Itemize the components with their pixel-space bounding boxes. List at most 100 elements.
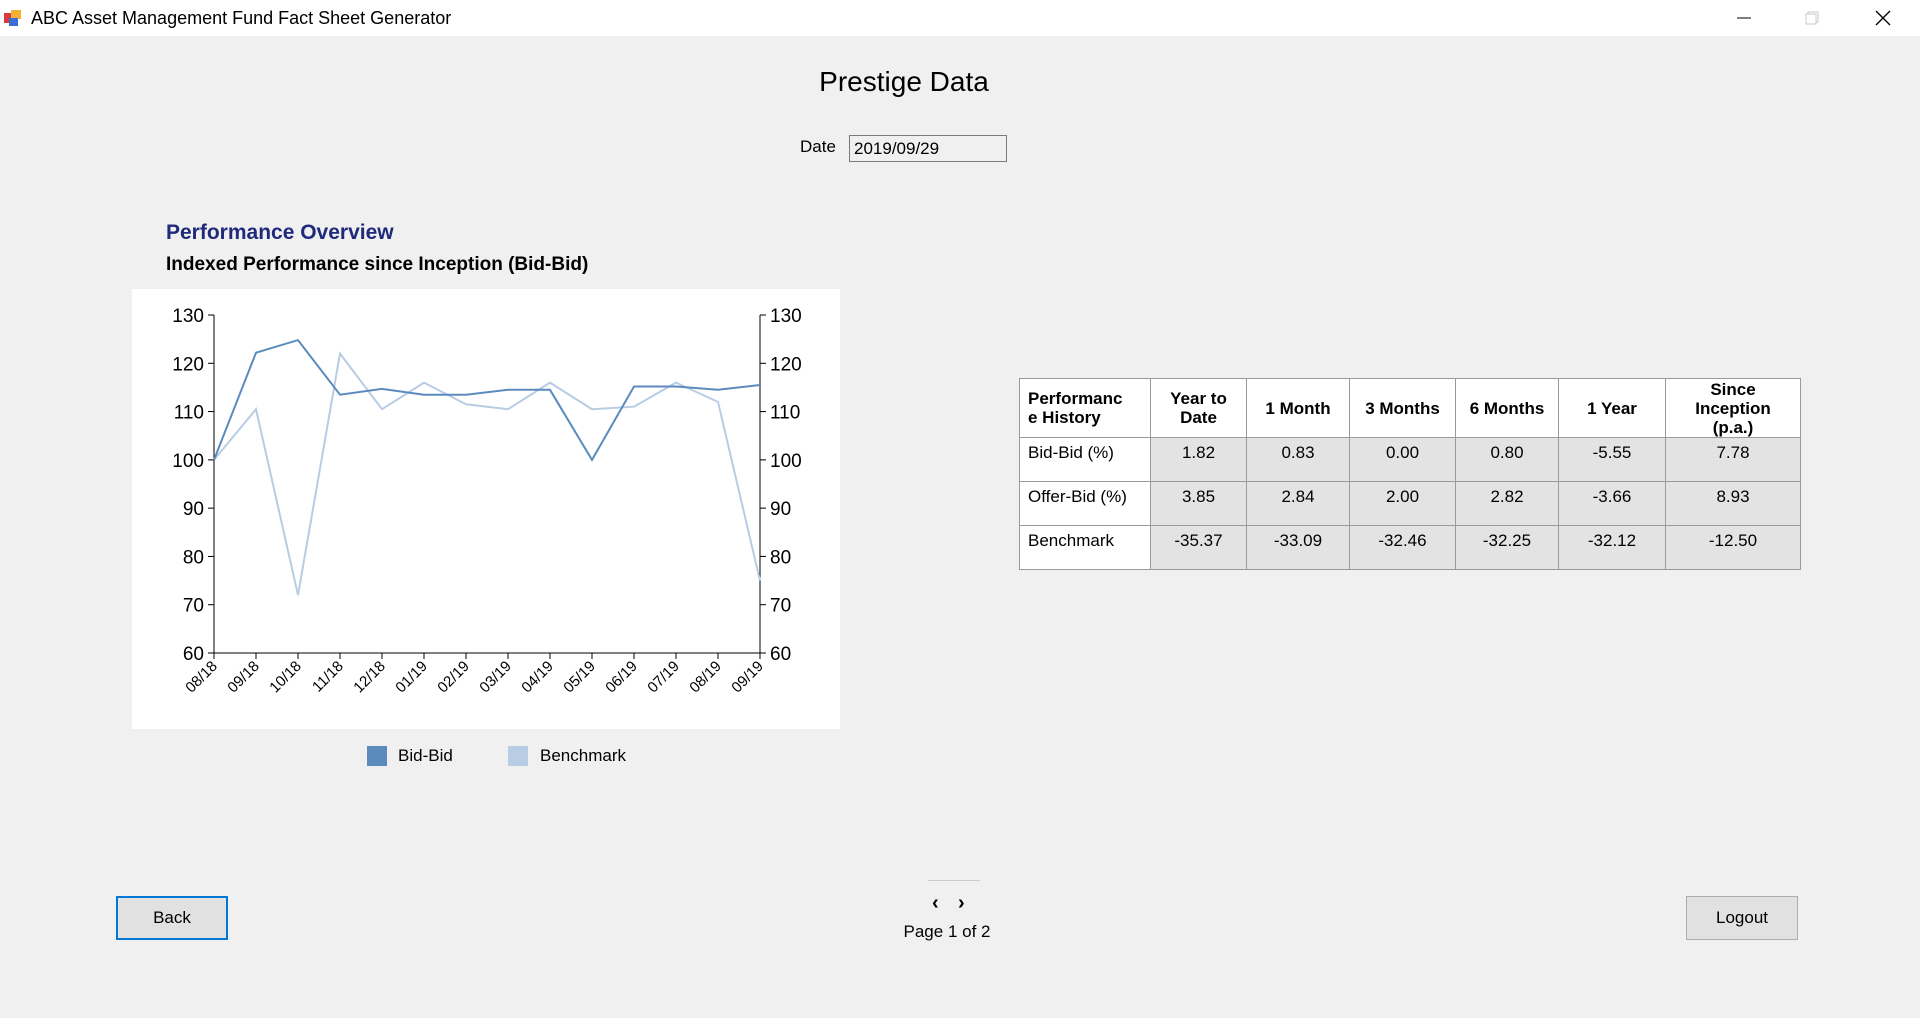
- performance-heading: Performance Overview: [166, 221, 394, 244]
- y-tick-label-right: 90: [770, 499, 791, 520]
- table-cell: -32.12: [1558, 525, 1666, 570]
- table-cell: 8.93: [1665, 481, 1801, 526]
- y-tick-label-right: 120: [770, 354, 802, 375]
- table-header-5: 6 Months: [1455, 378, 1559, 438]
- header-line: 1 Month: [1265, 398, 1331, 418]
- table-cell: 0.80: [1455, 437, 1559, 482]
- minimize-button[interactable]: [1710, 0, 1778, 36]
- table-cell: -5.55: [1558, 437, 1666, 482]
- header-line: Since: [1710, 379, 1756, 399]
- y-tick-label-left: 80: [183, 547, 204, 568]
- page-indicator: Page 1 of 2: [903, 922, 991, 941]
- y-tick-label-left: 90: [183, 499, 204, 520]
- table-cell: 0.00: [1349, 437, 1456, 482]
- legend-swatch-benchmark: [508, 746, 528, 766]
- x-tick-label: 05/19: [560, 658, 599, 697]
- row-label: Benchmark: [1019, 525, 1151, 570]
- table-cell: -32.25: [1455, 525, 1559, 570]
- table-cell: -35.37: [1150, 525, 1247, 570]
- pager-divider: [928, 880, 980, 881]
- header-line: e History: [1028, 408, 1101, 427]
- performance-subheading: Indexed Performance since Inception (Bid…: [166, 254, 589, 275]
- x-tick-label: 04/19: [518, 658, 557, 697]
- table-cell: -3.66: [1558, 481, 1666, 526]
- close-icon: [1875, 10, 1891, 26]
- table-cell: 2.82: [1455, 481, 1559, 526]
- chart-canvas: 60 60 70 70 80 80 90 90 100 100 110 110 120 120 130 130…: [172, 306, 802, 697]
- logout-button[interactable]: Logout: [1686, 896, 1798, 940]
- x-tick-label: 07/19: [644, 658, 683, 697]
- app-logo-icon: [4, 10, 21, 26]
- legend-label-bid-bid: Bid-Bid: [398, 746, 453, 765]
- y-tick-label-right: 80: [770, 547, 791, 568]
- page-title: Prestige Data: [819, 66, 989, 97]
- table-header-2: Year to Date: [1150, 378, 1247, 438]
- maximize-button[interactable]: [1778, 0, 1846, 36]
- header-line: Year to: [1170, 389, 1227, 408]
- row-label: Bid-Bid (%): [1019, 437, 1151, 482]
- header-line: Performanc: [1028, 389, 1123, 408]
- y-tick-label-left: 130: [172, 306, 204, 327]
- table-header-6: 1 Year: [1558, 378, 1666, 438]
- performance-chart: 60 60 70 70 80 80 90 90 100 100 110 110 120 120 130 130…: [132, 289, 840, 729]
- table-cell: 3.85: [1150, 481, 1247, 526]
- table-cell: 2.00: [1349, 481, 1456, 526]
- next-page-button[interactable]: ›: [958, 892, 965, 914]
- table-cell: -12.50: [1665, 525, 1801, 570]
- table-row: Offer-Bid (%) 3.85 2.84 2.00 2.82 -3.66 8.93: [1019, 481, 1801, 526]
- title-bar: ABC Asset Management Fund Fact Sheet Gen…: [0, 0, 1920, 36]
- x-tick-label: 11/18: [309, 658, 347, 696]
- header-line: 6 Months: [1469, 398, 1545, 418]
- series-line-bid-bid: [213, 338, 761, 462]
- table-cell: 2.84: [1246, 481, 1350, 526]
- y-tick-label-left: 60: [183, 644, 204, 665]
- table-header-4: 3 Months: [1349, 378, 1456, 438]
- x-tick-label: 12/18: [350, 658, 389, 697]
- header-line: Date: [1180, 408, 1217, 427]
- table-cell: 1.82: [1150, 437, 1247, 482]
- table-cell: -33.09: [1246, 525, 1350, 570]
- x-tick-label: 09/19: [728, 658, 767, 697]
- table-row: Bid-Bid (%) 1.82 0.83 0.00 0.80 -5.55 7.78: [1019, 437, 1801, 482]
- x-tick-label: 08/19: [686, 658, 725, 697]
- y-tick-label-right: 100: [770, 451, 802, 472]
- y-tick-label-right: 130: [770, 306, 802, 327]
- x-tick-label: 01/19: [392, 658, 431, 697]
- y-tick-label-left: 120: [172, 354, 204, 375]
- header-line: Inception: [1695, 398, 1771, 418]
- performance-table: Performanc e History Year to Date 1 Month 3 M…: [1019, 378, 1801, 570]
- table-header-7: Since Inception (p.a.): [1665, 378, 1801, 438]
- date-label: Date: [800, 137, 836, 156]
- row-label: Offer-Bid (%): [1019, 481, 1151, 526]
- series-line-benchmark: [213, 351, 761, 596]
- y-tick-label-left: 100: [172, 451, 204, 472]
- y-tick-label-left: 110: [174, 403, 204, 424]
- table-header-1: Performanc e History: [1019, 378, 1151, 438]
- x-tick-label: 06/19: [602, 658, 641, 697]
- x-tick-label: 03/19: [476, 658, 515, 697]
- x-tick-label: 10/18: [266, 658, 305, 697]
- prev-page-button[interactable]: ‹: [932, 892, 939, 914]
- y-tick-label-right: 70: [770, 596, 791, 617]
- header-line: (p.a.): [1712, 417, 1754, 437]
- x-tick-label: 02/19: [434, 658, 473, 697]
- table-header-3: 1 Month: [1246, 378, 1350, 438]
- header-line: 1 Year: [1587, 398, 1637, 418]
- legend-swatch-bid-bid: [367, 746, 387, 766]
- table-cell: -32.46: [1349, 525, 1456, 570]
- table-row: Benchmark -35.37 -33.09 -32.46 -32.25 -32.12-…: [1019, 525, 1801, 570]
- y-tick-label-right: 60: [770, 644, 791, 665]
- legend-label-benchmark: Benchmark: [540, 746, 626, 765]
- table-header-row: Performanc e History Year to Date 1 Month 3 M…: [1019, 378, 1801, 438]
- table-cell: 7.78: [1665, 437, 1801, 482]
- y-tick-label-right: 110: [770, 403, 800, 424]
- maximize-icon: [1805, 11, 1819, 25]
- date-input[interactable]: [849, 135, 1007, 162]
- y-tick-label-left: 70: [183, 596, 204, 617]
- minimize-icon: [1737, 17, 1751, 19]
- close-button[interactable]: [1849, 0, 1917, 36]
- x-tick-label: 09/18: [224, 658, 263, 697]
- header-line: 3 Months: [1365, 398, 1440, 418]
- window-title: ABC Asset Management Fund Fact Sheet Gen…: [31, 8, 452, 28]
- back-button[interactable]: Back: [116, 896, 228, 940]
